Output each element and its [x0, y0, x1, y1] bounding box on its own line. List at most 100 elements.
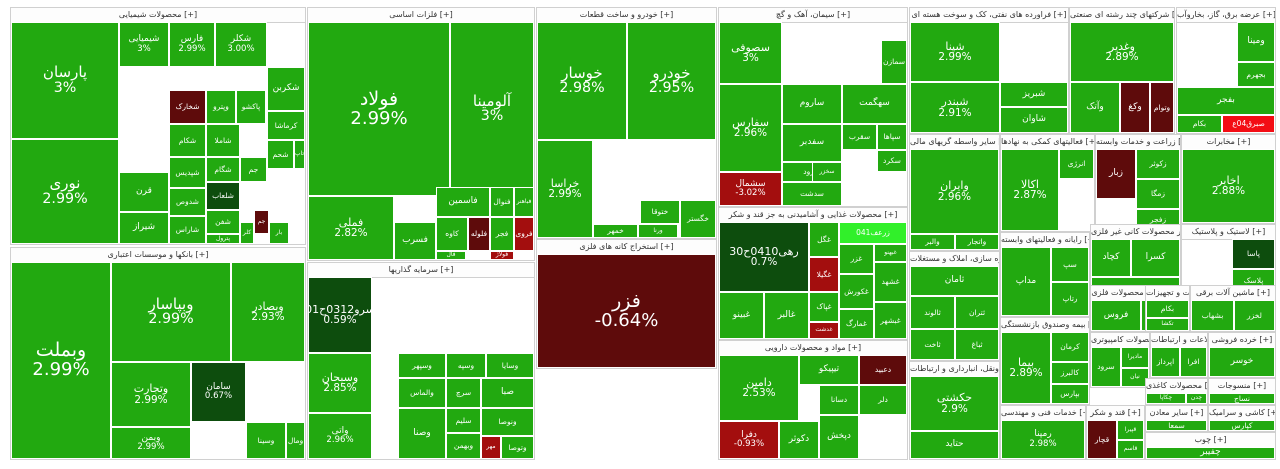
tile-11-6[interactable]: دلر: [859, 385, 907, 415]
tile-6-0[interactable]: وغدیر 2.89%: [1070, 22, 1174, 82]
tile-5-0[interactable]: شپنا 2.99%: [910, 22, 1000, 82]
tile-1-2[interactable]: فملی 2.82%: [308, 196, 394, 260]
sector-title[interactable]: سایر معادن [+]: [1146, 406, 1207, 421]
sector-title[interactable]: عرضه برق، گاز، بخاروآب [+]: [1177, 8, 1275, 23]
tile-27-0[interactable]: اپرداز: [1151, 347, 1180, 377]
tile-9-4[interactable]: وسپه: [446, 353, 486, 378]
sector-title[interactable]: تولید محصولات کامپیوتری [+]: [1091, 333, 1149, 348]
tile-2-4[interactable]: ختوقا: [640, 200, 680, 224]
tile-0-20[interactable]: شیراز: [119, 212, 169, 244]
tile-10-13[interactable]: غدشت: [809, 322, 839, 339]
sector-title[interactable]: رایانه و فعالیتهای وابسته [+]: [1001, 233, 1089, 248]
sector-title[interactable]: فلزات اساسی [+]: [308, 8, 534, 23]
sector-title[interactable]: محصولات غذایی و آشامیدنی به جز قند و شکر…: [719, 208, 907, 223]
tile-10-3[interactable]: غگیلا: [809, 257, 839, 292]
tile-11-5[interactable]: دپخش: [819, 415, 859, 459]
tile-1-0[interactable]: فولاد 2.99%: [308, 22, 450, 196]
sector-title[interactable]: مخابرات [+]: [1182, 135, 1275, 150]
tile-9-14[interactable]: وتوصا: [501, 436, 534, 459]
sector-title[interactable]: بیمه وصندوق بازنشستگی [+]: [1001, 318, 1089, 333]
tile-9-11[interactable]: صبا: [481, 378, 534, 408]
sector-title[interactable]: محصولات کاغذی [+]: [1146, 379, 1207, 394]
tile-0-11[interactable]: شاملا: [206, 124, 240, 157]
tile-24-0[interactable]: بکام: [1146, 300, 1189, 318]
tile-0-3[interactable]: فارس 2.99%: [169, 22, 215, 67]
tile-1-10[interactable]: فروی: [514, 217, 534, 251]
tile-13-1[interactable]: انرژی: [1059, 149, 1094, 179]
tile-1-14[interactable]: فال: [436, 251, 466, 260]
tile-8-2[interactable]: وبصادر 2.93%: [231, 262, 305, 362]
tile-26-2[interactable]: نیان: [1121, 368, 1149, 387]
tile-17-2[interactable]: کالبرز: [1051, 362, 1089, 384]
tile-32-0[interactable]: سمعا: [1146, 420, 1207, 431]
tile-14-2[interactable]: زمگا: [1136, 179, 1180, 209]
tile-9-5[interactable]: وسایا: [486, 353, 534, 378]
sector-title[interactable]: قند و شکر [+]: [1087, 406, 1144, 421]
tile-16-2[interactable]: ثتران: [955, 296, 999, 329]
tile-28-0[interactable]: خوسر: [1209, 347, 1275, 377]
sector-title[interactable]: لاستیک و پلاستیک [+]: [1182, 225, 1275, 240]
tile-4-4[interactable]: سمازن: [881, 40, 907, 84]
tile-30-0[interactable]: قچار: [1087, 420, 1117, 459]
sector-title[interactable]: اطلاعات و ارتباطات [+]: [1151, 333, 1207, 348]
tile-12-0[interactable]: وایران 2.96%: [910, 149, 999, 234]
tile-17-0[interactable]: بیما 2.89%: [1001, 332, 1051, 404]
tile-11-0[interactable]: دعبید: [859, 355, 907, 385]
tile-0-22[interactable]: شفن: [206, 210, 240, 234]
tile-8-6[interactable]: وسینا: [246, 422, 286, 459]
tile-14-1[interactable]: زبار: [1096, 149, 1136, 199]
tile-17-3[interactable]: بپارس: [1051, 384, 1089, 404]
sector-title[interactable]: سرمایه گذاریها [+]: [308, 263, 534, 278]
tile-9-3[interactable]: وسپهر: [398, 353, 446, 378]
tile-0-12[interactable]: کرماشا: [267, 111, 305, 140]
tile-0-24[interactable]: پترول: [206, 234, 240, 244]
sector-title[interactable]: ماشین آلات و تجهیزات [+]: [1146, 286, 1189, 301]
tile-27-1[interactable]: افرا: [1180, 347, 1207, 377]
sector-title[interactable]: خودرو و ساخت قطعات [+]: [537, 8, 716, 23]
tile-9-10[interactable]: وبهمن: [446, 433, 481, 459]
tile-20-0[interactable]: مداپ: [1001, 247, 1051, 316]
tile-8-5[interactable]: سامان 0.67%: [191, 362, 246, 422]
tile-9-6[interactable]: والماس: [398, 378, 446, 408]
tile-10-9[interactable]: غپاک: [809, 292, 839, 322]
tile-11-1[interactable]: تیپیکو: [799, 355, 859, 385]
tile-20-2[interactable]: رتاپ: [1051, 282, 1089, 316]
tile-0-8[interactable]: شکربن: [267, 67, 305, 111]
sector-title[interactable]: فعالیتهای کمکی به نهادها [+]: [1001, 135, 1094, 150]
tile-5-3[interactable]: شاوان: [1000, 107, 1068, 133]
tile-9-13[interactable]: مهر: [481, 436, 501, 459]
sector-title[interactable]: فراورده های نفتی، کک و سوخت هسته ای [+]: [910, 8, 1068, 23]
sector-title[interactable]: چوب [+]: [1146, 433, 1275, 448]
tile-8-7[interactable]: ومال: [286, 422, 305, 459]
tile-9-2[interactable]: واتی 2.96%: [308, 413, 372, 459]
tile-16-0[interactable]: ثامان: [910, 266, 999, 296]
tile-0-21[interactable]: شاراس: [169, 216, 206, 244]
tile-15-0[interactable]: اخابر 2.88%: [1182, 149, 1275, 223]
tile-4-11[interactable]: سخزر: [812, 162, 842, 182]
sector-title[interactable]: حمل ونقل، انبارداری و ارتباطات [+]: [910, 362, 999, 377]
tile-18-0[interactable]: حکشتی 2.9%: [910, 376, 999, 431]
tile-34-0[interactable]: چفیبر: [1146, 447, 1275, 459]
tile-4-1[interactable]: سفارس 2.96%: [719, 84, 782, 172]
tile-21-1[interactable]: کچاد: [1091, 239, 1131, 277]
tile-0-27[interactable]: کلر: [240, 222, 254, 244]
tile-0-25[interactable]: جم: [254, 210, 269, 234]
tile-10-11[interactable]: غشهد: [874, 262, 907, 302]
tile-0-10[interactable]: شپدیس: [169, 157, 206, 188]
tile-10-12[interactable]: غبشهر: [874, 302, 907, 339]
tile-13-0[interactable]: اکالا 2.87%: [1001, 149, 1059, 231]
tile-8-3[interactable]: وتجارت 2.99%: [111, 362, 191, 427]
tile-0-2[interactable]: شیمیایی 3%: [119, 22, 169, 67]
tile-29-0[interactable]: چکاپا: [1146, 393, 1186, 404]
tile-8-1[interactable]: وبملت 2.99%: [11, 262, 111, 459]
tile-1-1[interactable]: آلومینا 3%: [450, 22, 534, 196]
tile-6-1[interactable]: وکغ: [1120, 82, 1150, 133]
tile-16-7[interactable]: ثباغ: [955, 329, 999, 360]
tile-10-6[interactable]: غکورش: [839, 274, 874, 309]
tile-8-0[interactable]: وبپاسار 2.99%: [111, 262, 231, 362]
tile-26-0[interactable]: سرود: [1091, 347, 1121, 387]
tile-5-1[interactable]: شبندر 2.91%: [910, 82, 1000, 133]
tile-2-3[interactable]: خمهر: [593, 224, 638, 238]
tile-12-2[interactable]: واتجار: [955, 234, 999, 250]
tile-20-1[interactable]: سپ: [1051, 247, 1089, 282]
